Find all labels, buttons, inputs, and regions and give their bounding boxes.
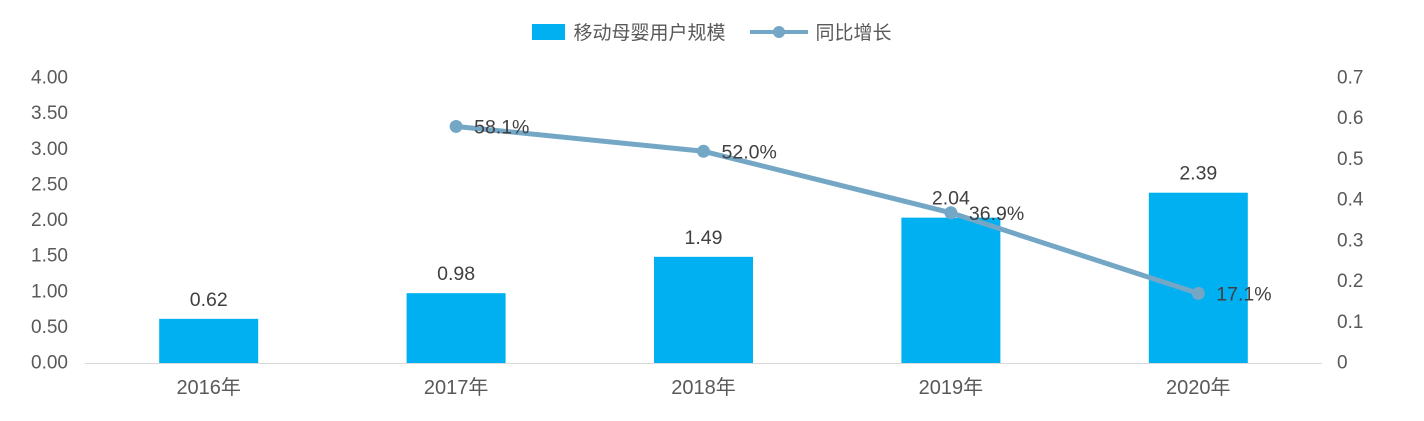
line-series-swatch-icon [749,24,808,40]
left-axis-tick-label: 0.00 [31,353,68,374]
bar-2020年 [1148,192,1248,363]
growth-line-marker-2018年 [697,144,710,158]
left-axis-tick-label: 3.00 [31,139,68,160]
x-axis-category-label: 2020年 [1166,376,1231,399]
legend-item-line-series: 同比增长 [736,18,892,45]
right-axis-tick-label: 0.4 [1337,190,1364,211]
right-axis-tick-label: 0.6 [1337,108,1363,129]
left-axis-tick-label: 1.00 [31,281,68,302]
growth-line-marker-2020年 [1191,286,1205,300]
left-axis-tick-label: 4.00 [31,68,68,89]
left-axis-tick-label: 2.50 [31,174,68,195]
x-axis-category-label: 2019年 [919,376,984,399]
line-swatch-dot [772,25,785,38]
growth-line [453,123,1201,296]
bar-data-label: 1.49 [685,227,723,249]
x-axis-category-label: 2016年 [176,376,241,399]
right-axis-tick-label: 0 [1337,353,1348,374]
left-axis-tick-label: 0.50 [31,317,68,338]
chart-legend: 移动母婴用户规模 同比增长 [0,18,1424,45]
legend-bar-series-label: 移动母婴用户规模 [573,23,726,44]
growth-line-data-label: 36.9% [969,203,1024,225]
left-axis-tick-label: 1.50 [31,246,68,267]
bar-data-label: 0.98 [437,263,475,285]
x-axis-category-label: 2018年 [671,376,736,399]
growth-line-data-label: 17.1% [1216,283,1271,305]
bar-data-label: 0.62 [190,289,228,311]
bar-2016年 [159,318,259,363]
legend-item-bar-series: 移动母婴用户规模 [532,18,726,45]
x-axis-category-label: 2017年 [424,376,489,399]
bar-data-label: 2.39 [1179,163,1217,185]
right-axis-tick-label: 0.7 [1337,68,1363,89]
bar-2017年 [406,293,506,363]
bar-2019年 [901,217,1001,363]
growth-line-marker-2019年 [944,206,958,220]
right-axis-tick-label: 0.1 [1337,312,1363,333]
legend-line-series-label: 同比增长 [815,23,892,44]
bar-data-label: 2.04 [932,188,970,210]
right-axis-tick-label: 0.2 [1337,271,1363,292]
growth-line-data-label: 58.1% [474,116,529,138]
bar-2018年 [654,256,753,363]
left-axis-tick-label: 2.00 [31,210,68,231]
right-axis-tick-label: 0.3 [1337,230,1363,251]
growth-line-data-label: 52.0% [722,141,777,163]
left-axis-tick-label: 3.50 [31,103,68,124]
bar-series-swatch-icon [532,23,566,40]
right-axis-tick-label: 0.5 [1337,149,1363,170]
growth-line-marker-2017年 [449,119,463,133]
